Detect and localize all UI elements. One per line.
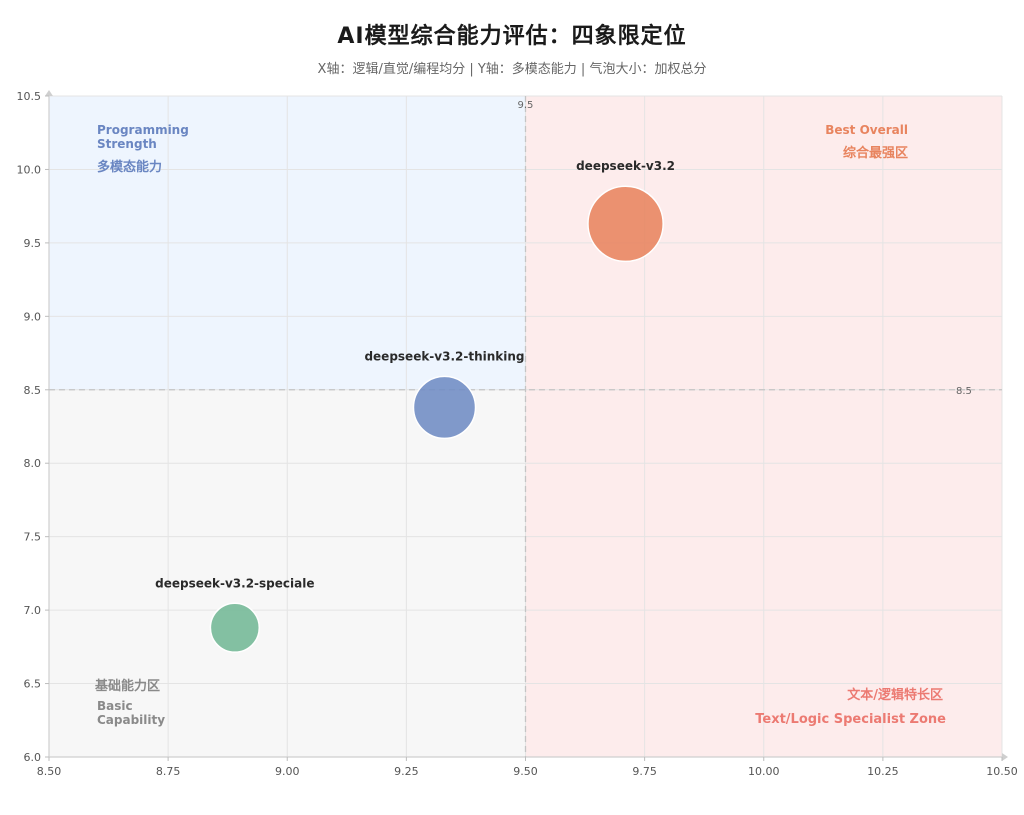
y-tick-label-9: 10.5 [17, 90, 42, 103]
y-tick-label-0: 6.0 [24, 751, 42, 764]
quadrant-label-top-left-en-1: Strength [97, 137, 157, 151]
x-tick-label-6: 10.00 [748, 765, 780, 778]
x-tick-label-4: 9.50 [513, 765, 538, 778]
bubble-0 [587, 185, 664, 263]
quadrant-label-bottom-left-en-1: Capability [97, 713, 165, 727]
x-tick-label-1: 8.75 [156, 765, 181, 778]
x-tick-label-2: 9.00 [275, 765, 300, 778]
x-tick-label-8: 10.50 [986, 765, 1018, 778]
reference-label-y: 8.5 [956, 386, 972, 397]
bubble-label-2: deepseek-v3.2-speciale [155, 576, 314, 590]
quadrant-label-bottom-left-cn: 基础能力区 [94, 678, 160, 694]
y-tick-label-5: 8.5 [24, 384, 42, 397]
y-tick-label-8: 10.0 [17, 163, 42, 176]
quadrant-label-top-left-cn: 多模态能力 [97, 159, 162, 175]
reference-label-x: 9.5 [518, 100, 534, 111]
quadrant-label-top-left-en-0: Programming [97, 123, 189, 137]
quadrant-label-bottom-left-en-0: Basic [97, 699, 133, 713]
x-tick-label-5: 9.75 [632, 765, 657, 778]
quadrant-label-bottom-right-en: Text/Logic Specialist Zone [755, 712, 946, 727]
y-tick-label-4: 8.0 [24, 457, 42, 470]
chart-subtitle: X轴：逻辑/直觉/编程均分 | Y轴：多模态能力 | 气泡大小：加权总分 [317, 62, 707, 77]
y-axis-arrow [45, 90, 53, 96]
y-tick-label-2: 7.0 [24, 604, 42, 617]
y-tick-label-7: 9.5 [24, 237, 42, 250]
x-tick-label-7: 10.25 [867, 765, 899, 778]
y-tick-label-3: 7.5 [24, 531, 42, 544]
y-tick-label-6: 9.0 [24, 310, 42, 323]
x-tick-label-3: 9.25 [394, 765, 419, 778]
bubble-1 [412, 375, 477, 440]
bubble-2 [209, 602, 261, 653]
quadrant-label-bottom-right-cn: 文本/逻辑特长区 [847, 687, 943, 703]
y-tick-label-1: 6.5 [24, 678, 42, 691]
quadrant-label-top-right-cn: 综合最强区 [843, 145, 908, 161]
x-axis-arrow [1002, 753, 1008, 761]
quadrant-label-top-right-en: Best Overall [825, 123, 908, 137]
x-tick-label-0: 8.50 [37, 765, 62, 778]
bubble-label-1: deepseek-v3.2-thinking [364, 349, 524, 363]
bubble-label-0: deepseek-v3.2 [576, 159, 675, 173]
chart-title: AI模型综合能力评估：四象限定位 [337, 24, 687, 49]
